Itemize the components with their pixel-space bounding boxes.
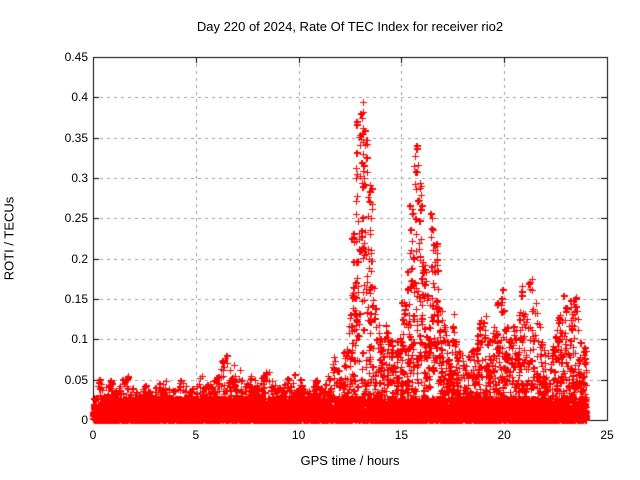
y-tick-label: 0.1: [71, 332, 88, 347]
y-axis-label: ROTI / TECUs: [1, 196, 17, 281]
y-tick-label: 0.2: [71, 251, 88, 266]
y-tick-label: 0.15: [64, 292, 88, 306]
y-tick-label: 0.35: [64, 130, 88, 145]
x-axis-label: GPS time / hours: [300, 453, 400, 468]
x-tick-label: 10: [291, 428, 306, 442]
x-tick-label: 0: [89, 428, 97, 442]
x-tick-label: 20: [497, 428, 511, 442]
y-tick-label: 0.4: [71, 90, 88, 105]
y-tick-label: 0.3: [71, 171, 88, 185]
x-tick-label: 15: [394, 428, 409, 442]
x-tick-label: 25: [600, 428, 614, 442]
chart-title: Day 220 of 2024, Rate Of TEC Index for r…: [196, 19, 504, 34]
y-tick-label: 0.45: [64, 50, 88, 64]
y-tick-label: 0.25: [64, 211, 88, 226]
y-tick-label: 0.05: [64, 372, 88, 387]
x-tick-label: 5: [192, 428, 200, 442]
y-tick-label: 0: [81, 413, 88, 427]
